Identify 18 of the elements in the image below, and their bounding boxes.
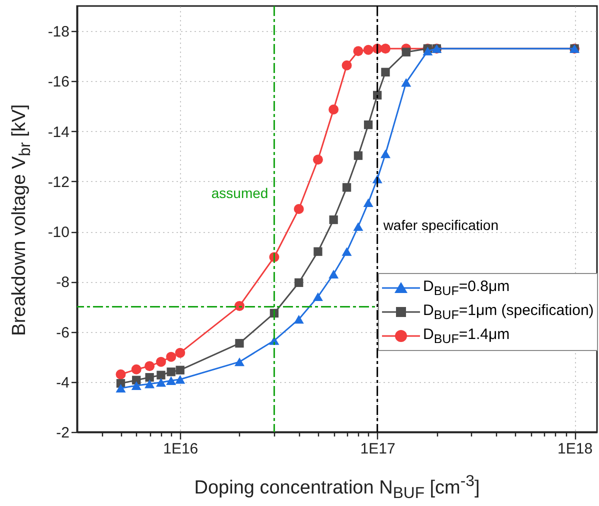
y-tick-label: -2 [56,424,70,442]
y-tick-label: -18 [48,24,70,41]
y-tick-label: -10 [48,224,70,242]
y-tick-label: -16 [48,74,70,91]
x-tick-label: 1E17 [360,440,396,458]
ref-line-label: wafer specification [382,217,498,233]
x-axis-title: Doping concentration N$_{BUF}$ [cm$^{-3}$] [194,472,480,504]
legend-label: D$_{BUF}$=1.4μm [423,326,510,346]
y-tick-label: -14 [48,124,70,141]
legend-label: D$_{BUF}$=1μm (specification) [423,302,594,322]
legend-label: D$_{BUF}$=0.8μm [423,278,510,298]
y-tick-label: -8 [56,274,70,292]
y-tick-label: -12 [48,174,70,191]
x-tick-label: 1E18 [558,440,593,458]
x-tick-label: 1E16 [163,440,198,458]
y-tick-label: -6 [56,324,70,342]
ref-line-label: assumed [211,185,268,201]
y-tick-label: -4 [56,374,70,392]
